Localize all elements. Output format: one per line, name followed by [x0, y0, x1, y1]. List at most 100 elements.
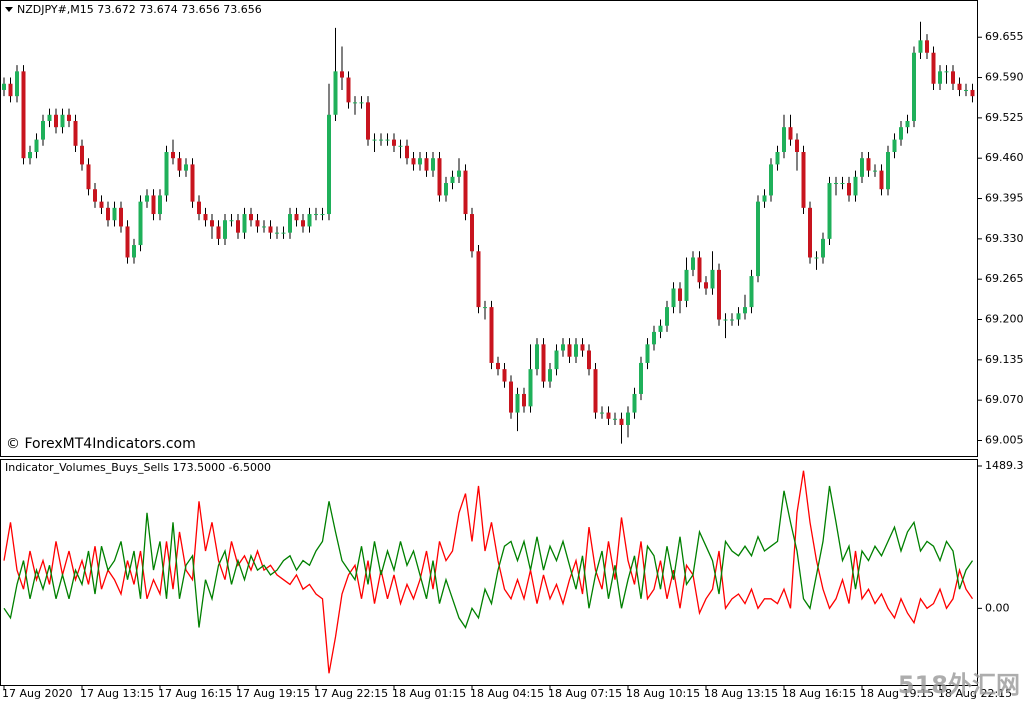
candle-body [736, 313, 741, 320]
candle-body [613, 418, 617, 420]
candle-body [730, 319, 734, 321]
candle-body [151, 195, 156, 215]
y-tick-label: 1489.375 [985, 459, 1024, 472]
candle-body [671, 288, 676, 308]
candle-body [333, 71, 338, 115]
candle-body [138, 201, 143, 246]
candle-body [372, 139, 377, 141]
candle-body [925, 40, 929, 53]
x-tick-label: 18 Aug 22:15 [938, 687, 1012, 700]
candle-body [359, 102, 364, 104]
candle-body [548, 369, 552, 382]
candle-body [8, 83, 13, 97]
candle-body [691, 257, 695, 270]
y-tick-label: 69.525 [985, 111, 1024, 124]
candle-body [132, 245, 136, 258]
candle-body [587, 350, 591, 370]
candle-body [288, 214, 292, 233]
candle-body [840, 183, 845, 185]
candle-body [314, 214, 318, 216]
candle-body [567, 344, 572, 357]
candle-body [34, 139, 39, 152]
x-tick-label: 17 Aug 19:15 [236, 687, 310, 700]
candle-body [184, 164, 188, 171]
candle-body [723, 319, 728, 321]
x-tick-label: 18 Aug 07:15 [548, 687, 622, 700]
candle-body [249, 214, 253, 221]
candle-body [515, 393, 520, 413]
candle-body [535, 344, 539, 370]
candle-body [106, 207, 110, 221]
candle-body [814, 257, 819, 259]
candle-body [463, 170, 468, 215]
candle-body [483, 307, 487, 309]
candle-body [489, 307, 494, 363]
x-tick-label: 18 Aug 13:15 [704, 687, 778, 700]
candle-body [93, 189, 97, 202]
candle-body [892, 139, 897, 152]
candle-body [684, 269, 689, 301]
watermark: 518外汇网 [898, 671, 1020, 699]
candle-body [327, 114, 331, 215]
candle-body [67, 114, 71, 121]
candle-body [593, 369, 598, 413]
candle-body [444, 183, 448, 196]
candle-body [190, 164, 195, 202]
y-tick-label: 69.070 [985, 393, 1024, 406]
candle-body [827, 183, 832, 239]
candle-body [860, 158, 864, 177]
candle-body [944, 71, 949, 73]
candle-body [424, 158, 429, 171]
candle-body [366, 102, 370, 140]
candle-body [853, 176, 858, 196]
candle-body [470, 214, 474, 252]
candle-body [15, 71, 19, 97]
indicator-line [3, 470, 974, 674]
candle-body [756, 201, 760, 277]
indicator-line [3, 485, 974, 629]
candle-body [379, 139, 383, 141]
candle-body [912, 52, 916, 121]
candle-body [509, 381, 513, 413]
y-tick-label: 69.395 [985, 192, 1024, 205]
y-tick-label: 0.00 [985, 601, 1010, 614]
candle-body [450, 176, 455, 184]
candle-body [762, 195, 767, 202]
price-title: NZDJPY#,M15 73.672 73.674 73.656 73.656 [17, 3, 262, 16]
candle-body [255, 220, 260, 227]
copyright: © ForexMT4Indicators.com [6, 436, 196, 452]
candle-body [223, 220, 227, 239]
candle-body [710, 269, 715, 289]
candle-body [28, 152, 32, 159]
candle-body [210, 220, 214, 227]
candle-body [145, 195, 149, 202]
candle-body [294, 214, 299, 221]
candle-body [73, 120, 78, 146]
candle-body [281, 232, 286, 234]
candle-body [320, 214, 325, 216]
x-tick-label: 17 Aug 16:15 [158, 687, 232, 700]
candle-body [749, 276, 754, 308]
candle-body [340, 71, 344, 78]
candle-body [99, 201, 104, 208]
candle-body [41, 120, 45, 140]
x-tick-label: 18 Aug 04:15 [470, 687, 544, 700]
x-tick-label: 18 Aug 16:15 [782, 687, 856, 700]
y-tick-label: 69.655 [985, 30, 1024, 43]
symbol-arrow [5, 7, 13, 12]
candle-body [112, 207, 117, 221]
candle-body [405, 145, 409, 159]
candle-body [125, 226, 130, 258]
indicator-title: Indicator_Volumes_Buys_Sells 173.5000 -6… [5, 461, 271, 474]
candle-body [957, 83, 962, 90]
candle-body [353, 102, 357, 104]
candle-body [418, 158, 422, 165]
candle-body [626, 412, 630, 425]
candle-body [600, 412, 604, 414]
candle-body [632, 393, 637, 413]
candle-body [580, 344, 585, 351]
candle-body [177, 158, 182, 171]
candle-body [788, 127, 793, 140]
candle-body [775, 152, 780, 165]
